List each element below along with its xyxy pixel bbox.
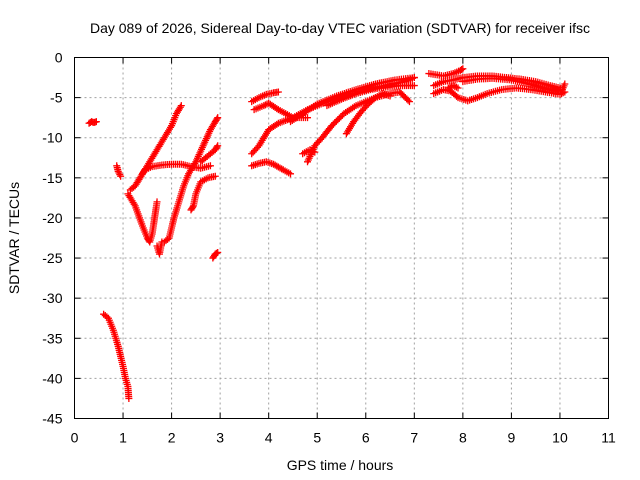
data-point [451, 82, 459, 90]
x-tick-label: 3 [216, 430, 224, 446]
y-tick-label: -15 [42, 170, 62, 186]
plot-frame [74, 57, 609, 419]
x-tick-label: 10 [552, 430, 568, 446]
data-point [386, 92, 394, 100]
data-point [458, 66, 466, 74]
x-tick-label: 2 [168, 430, 176, 446]
data-point [177, 102, 185, 110]
data-point [214, 114, 222, 122]
data-point [304, 114, 312, 122]
y-tick-label: -35 [42, 330, 62, 346]
data-point [260, 102, 268, 110]
data-point [459, 65, 467, 73]
y-tick-label: -20 [42, 210, 62, 226]
data-point [287, 170, 295, 178]
data-point [452, 83, 460, 91]
data-point [116, 171, 124, 179]
data-point [213, 115, 221, 123]
x-axis-label: GPS time / hours [287, 457, 394, 473]
data-point [410, 74, 418, 82]
x-tick-label: 1 [119, 430, 127, 446]
data-point [211, 172, 219, 180]
y-tick-label: -45 [42, 411, 62, 427]
data-point [331, 119, 339, 127]
x-tick-label: 7 [410, 430, 418, 446]
data-point [212, 249, 220, 257]
data-point [561, 80, 569, 88]
x-tick-labels: 0 1 2 3 4 5 6 7 8 9 10 11 [71, 430, 616, 446]
x-tick-label: 8 [459, 430, 467, 446]
data-point [335, 114, 343, 122]
y-tick-label: -25 [42, 250, 62, 266]
data-point [449, 82, 457, 90]
data-point [153, 198, 161, 206]
data-point [125, 394, 133, 402]
data-point [176, 103, 184, 111]
x-tick-label: 9 [508, 430, 516, 446]
data-point [334, 116, 342, 124]
data-point [213, 143, 221, 151]
y-tick-label: 0 [55, 50, 63, 66]
data-point [214, 248, 222, 256]
data-point [454, 84, 462, 92]
data-point [446, 83, 454, 91]
data-point [444, 84, 452, 92]
data-point [115, 169, 123, 177]
chart-title: Day 089 of 2026, Sidereal Day-to-day VTE… [90, 20, 590, 36]
data-point [114, 167, 122, 175]
y-axis-label: SDTVAR / TECUs [6, 182, 22, 294]
data-point [404, 96, 412, 104]
x-tick-label: 6 [362, 430, 370, 446]
grid-lines [74, 57, 609, 419]
data-point [337, 113, 345, 121]
data-point [92, 118, 100, 126]
data-point [405, 98, 413, 106]
y-tick-label: -10 [42, 130, 62, 146]
y-tick-label: -5 [50, 90, 63, 106]
y-tick-label: -40 [42, 370, 62, 386]
x-tick-label: 5 [313, 430, 321, 446]
x-tick-label: 0 [71, 430, 79, 446]
data-point [329, 120, 337, 128]
data-point [332, 117, 340, 125]
data-point [328, 122, 336, 130]
data-points [85, 65, 569, 402]
data-point [117, 172, 125, 180]
axis-ticks [74, 57, 609, 419]
y-tick-labels: 0 -5 -10 -15 -20 -25 -30 -35 -40 -45 [42, 50, 62, 427]
x-tick-label: 4 [265, 430, 273, 446]
y-tick-label: -30 [42, 290, 62, 306]
x-tick-label: 11 [601, 430, 616, 446]
data-point [274, 88, 282, 96]
data-point [214, 142, 222, 150]
data-point [206, 162, 214, 170]
data-point [189, 203, 197, 211]
data-point [410, 82, 418, 90]
